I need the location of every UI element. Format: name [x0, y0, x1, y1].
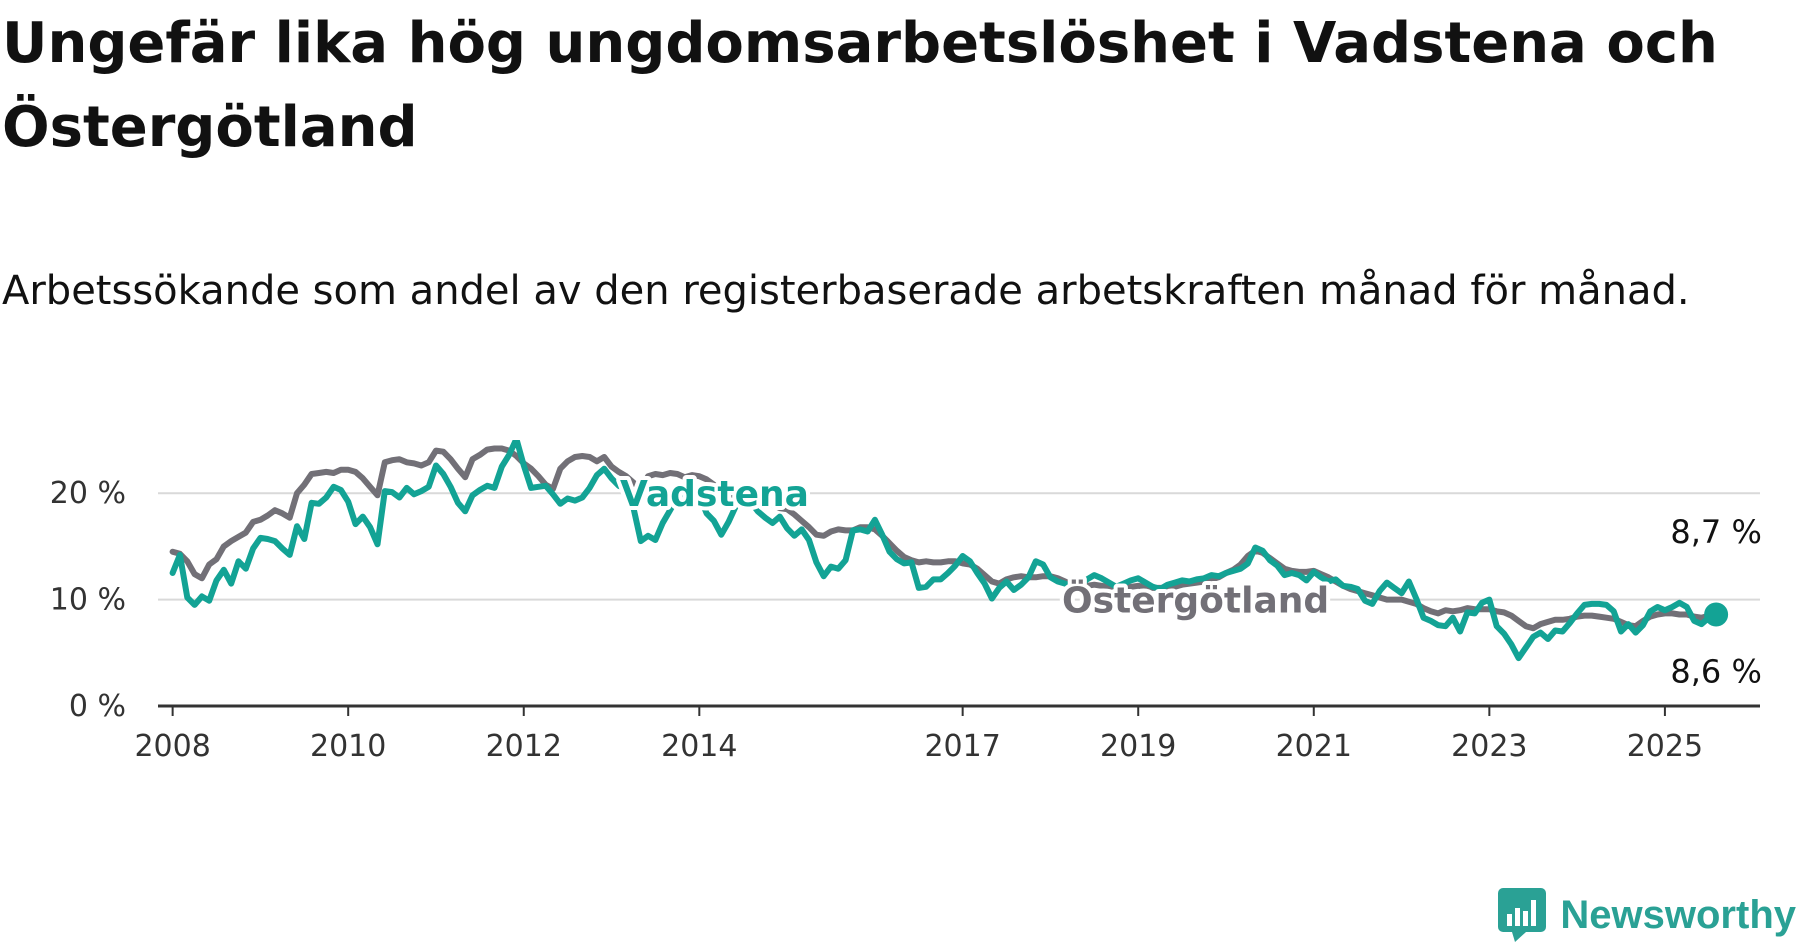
x-tick-label: 2023 [1451, 729, 1527, 764]
chart-title: Ungefär lika hög ungdomsarbetslöshet i V… [2, 11, 1718, 160]
newsworthy-logo-icon [1498, 888, 1547, 942]
x-tick-label: 2008 [134, 729, 210, 764]
x-tick-label: 2025 [1627, 729, 1703, 764]
x-tick-label: 2017 [924, 729, 1000, 764]
y-axis-ticks: 0 % 10 % 20 % [50, 476, 126, 724]
x-axis-ticks: 2008 2010 2012 2014 2017 2019 2021 2023 2025 [134, 706, 1703, 764]
line-chart: 0 % 10 % 20 % 2008 2010 2012 2014 2017 2019 2021… [50, 440, 1762, 764]
x-tick-label: 2019 [1100, 729, 1176, 764]
x-tick-label: 2014 [661, 729, 737, 764]
x-tick-label: 2012 [486, 729, 562, 764]
y-tick-label: 10 % [50, 583, 126, 618]
series-labels: Vadstena Östergötland 8,7 % 8,6 % [616, 470, 1762, 691]
ostergotland-line [169, 445, 1720, 632]
end-label-vadstena: 8,6 % [1670, 653, 1761, 691]
y-tick-label: 20 % [50, 476, 126, 511]
x-tick-label: 2010 [310, 729, 386, 764]
newsworthy-brand: Newsworthy [1496, 884, 1796, 946]
vadstena-end-marker [1704, 602, 1729, 627]
series-label-ostergotland: Östergötland [1062, 580, 1329, 622]
chart-subtitle: Arbetssökande som andel av den registerb… [2, 268, 1690, 314]
y-tick-label: 0 % [69, 689, 126, 724]
gridlines [158, 492, 1760, 708]
vadstena-line [169, 440, 1720, 662]
series-label-vadstena: Vadstena [620, 474, 809, 515]
series-lines [169, 440, 1729, 662]
x-tick-label: 2021 [1276, 729, 1352, 764]
end-label-ostergotland: 8,7 % [1670, 513, 1761, 551]
brand-name: Newsworthy [1560, 892, 1796, 937]
